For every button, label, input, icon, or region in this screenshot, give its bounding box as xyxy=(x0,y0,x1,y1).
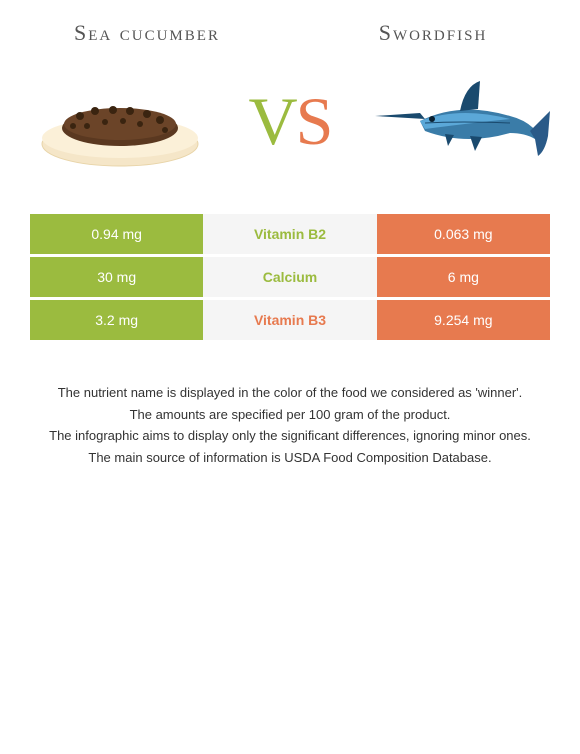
vs-label: VS xyxy=(249,82,332,161)
header-row: Sea cucumber Swordfish xyxy=(30,20,550,46)
nutrient-right-value: 9.254 mg xyxy=(377,300,550,340)
nutrient-tbody: 0.94 mgVitamin B20.063 mg30 mgCalcium6 m… xyxy=(30,214,550,340)
right-food-title: Swordfish xyxy=(316,20,550,46)
vs-v-letter: V xyxy=(249,83,296,159)
nutrient-table: 0.94 mgVitamin B20.063 mg30 mgCalcium6 m… xyxy=(30,211,550,343)
footnote-line: The nutrient name is displayed in the co… xyxy=(40,383,540,403)
nutrient-label: Calcium xyxy=(203,257,376,297)
vs-s-letter: S xyxy=(296,83,332,159)
nutrient-label: Vitamin B3 xyxy=(203,300,376,340)
left-food-title: Sea cucumber xyxy=(30,20,264,46)
footnote-line: The infographic aims to display only the… xyxy=(40,426,540,446)
swordfish-image xyxy=(370,61,550,181)
images-row: VS xyxy=(30,61,550,181)
nutrient-left-value: 3.2 mg xyxy=(30,300,203,340)
footnote-line: The amounts are specified per 100 gram o… xyxy=(40,405,540,425)
nutrient-left-value: 30 mg xyxy=(30,257,203,297)
footnote-line: The main source of information is USDA F… xyxy=(40,448,540,468)
footnotes: The nutrient name is displayed in the co… xyxy=(30,383,550,467)
nutrient-row: 30 mgCalcium6 mg xyxy=(30,257,550,297)
nutrient-row: 0.94 mgVitamin B20.063 mg xyxy=(30,214,550,254)
sea-cucumber-image xyxy=(30,61,210,181)
nutrient-row: 3.2 mgVitamin B39.254 mg xyxy=(30,300,550,340)
nutrient-label: Vitamin B2 xyxy=(203,214,376,254)
nutrient-right-value: 6 mg xyxy=(377,257,550,297)
nutrient-left-value: 0.94 mg xyxy=(30,214,203,254)
nutrient-right-value: 0.063 mg xyxy=(377,214,550,254)
